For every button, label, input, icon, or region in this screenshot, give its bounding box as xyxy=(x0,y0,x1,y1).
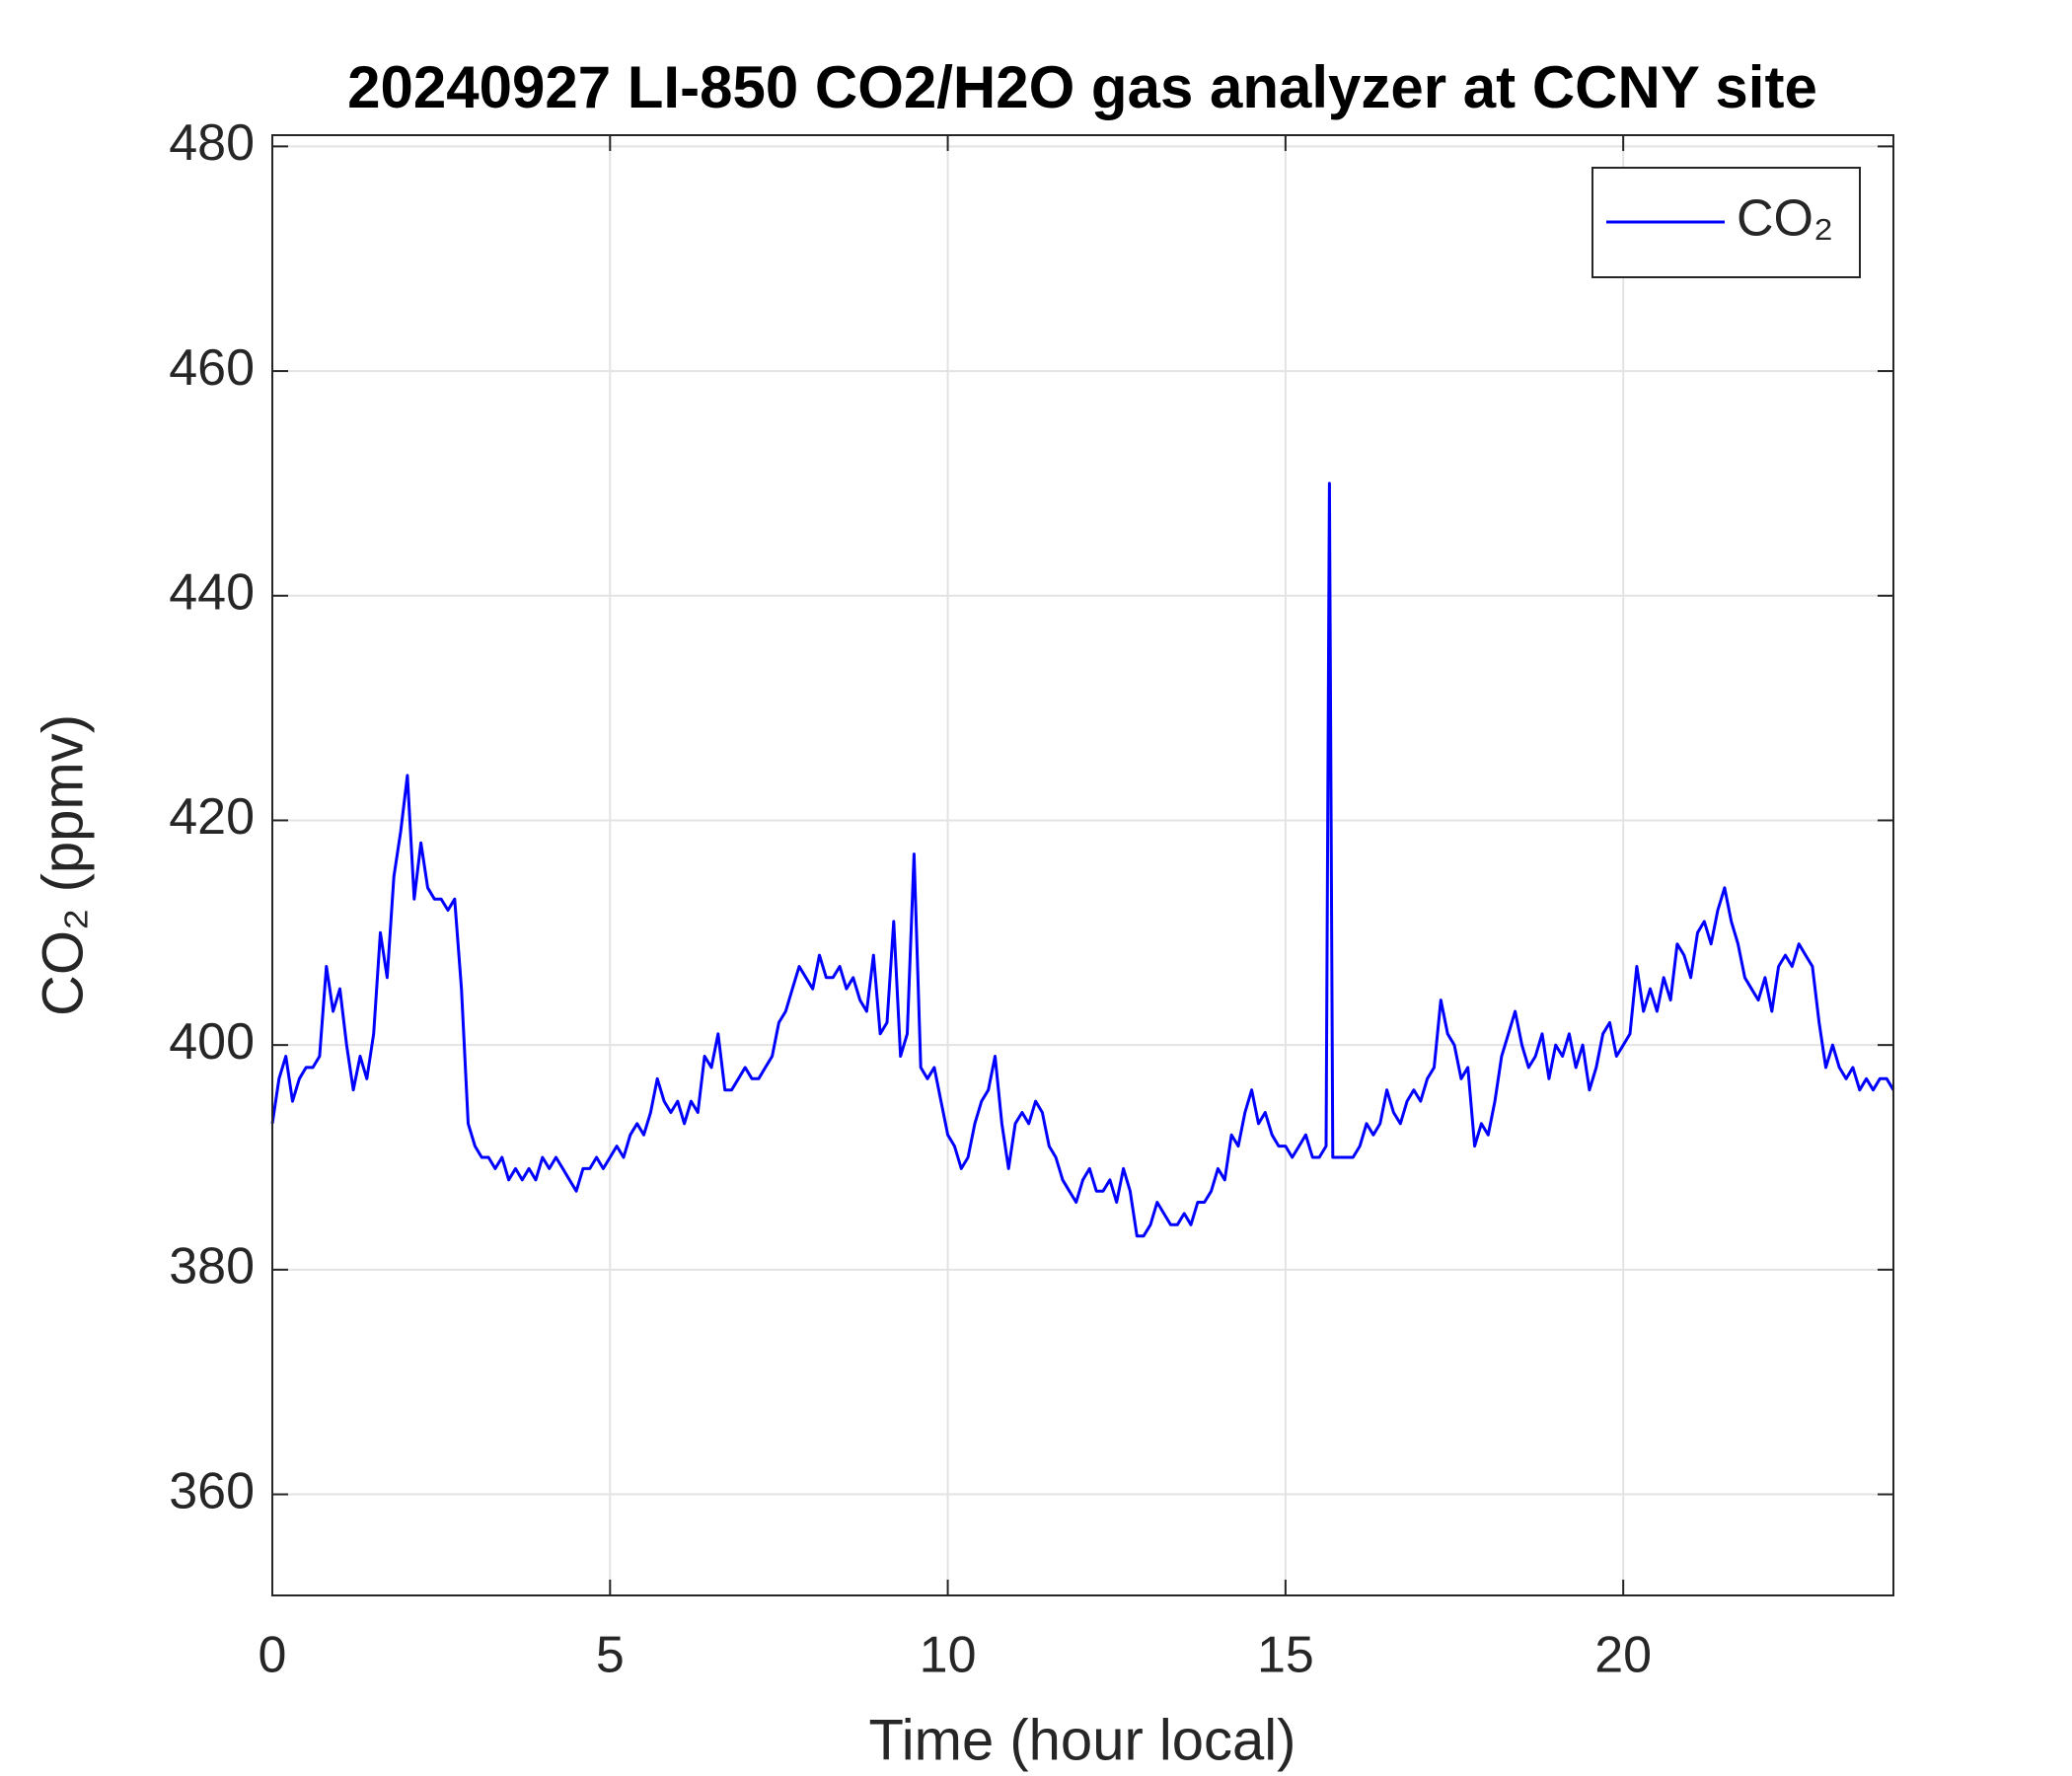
legend-label: CO₂ xyxy=(1737,190,1833,248)
y-axis-label: CO₂ (ppmv) xyxy=(31,714,95,1016)
chart-title: 20240927 LI-850 CO2/H2O gas analyzer at … xyxy=(347,54,1817,120)
y-tick-label: 360 xyxy=(169,1462,255,1519)
x-axis-label: Time (hour local) xyxy=(869,1708,1296,1772)
legend: CO₂ xyxy=(1591,167,1861,278)
x-tick-label: 5 xyxy=(596,1627,625,1684)
x-tick-label: 10 xyxy=(920,1627,977,1684)
axes-box xyxy=(271,134,1894,1596)
y-tick-label: 440 xyxy=(169,564,255,622)
x-tick-label: 20 xyxy=(1594,1627,1652,1684)
x-tick-label: 0 xyxy=(259,1627,287,1684)
y-tick-label: 380 xyxy=(169,1238,255,1295)
plot-area xyxy=(270,481,1895,1238)
y-tick-label: 480 xyxy=(169,114,255,172)
y-tick-label: 460 xyxy=(169,339,255,397)
data-line xyxy=(270,481,1895,1238)
y-tick-label: 400 xyxy=(169,1013,255,1071)
x-tick-label: 15 xyxy=(1257,1627,1314,1684)
y-tick-label: 420 xyxy=(169,788,255,846)
